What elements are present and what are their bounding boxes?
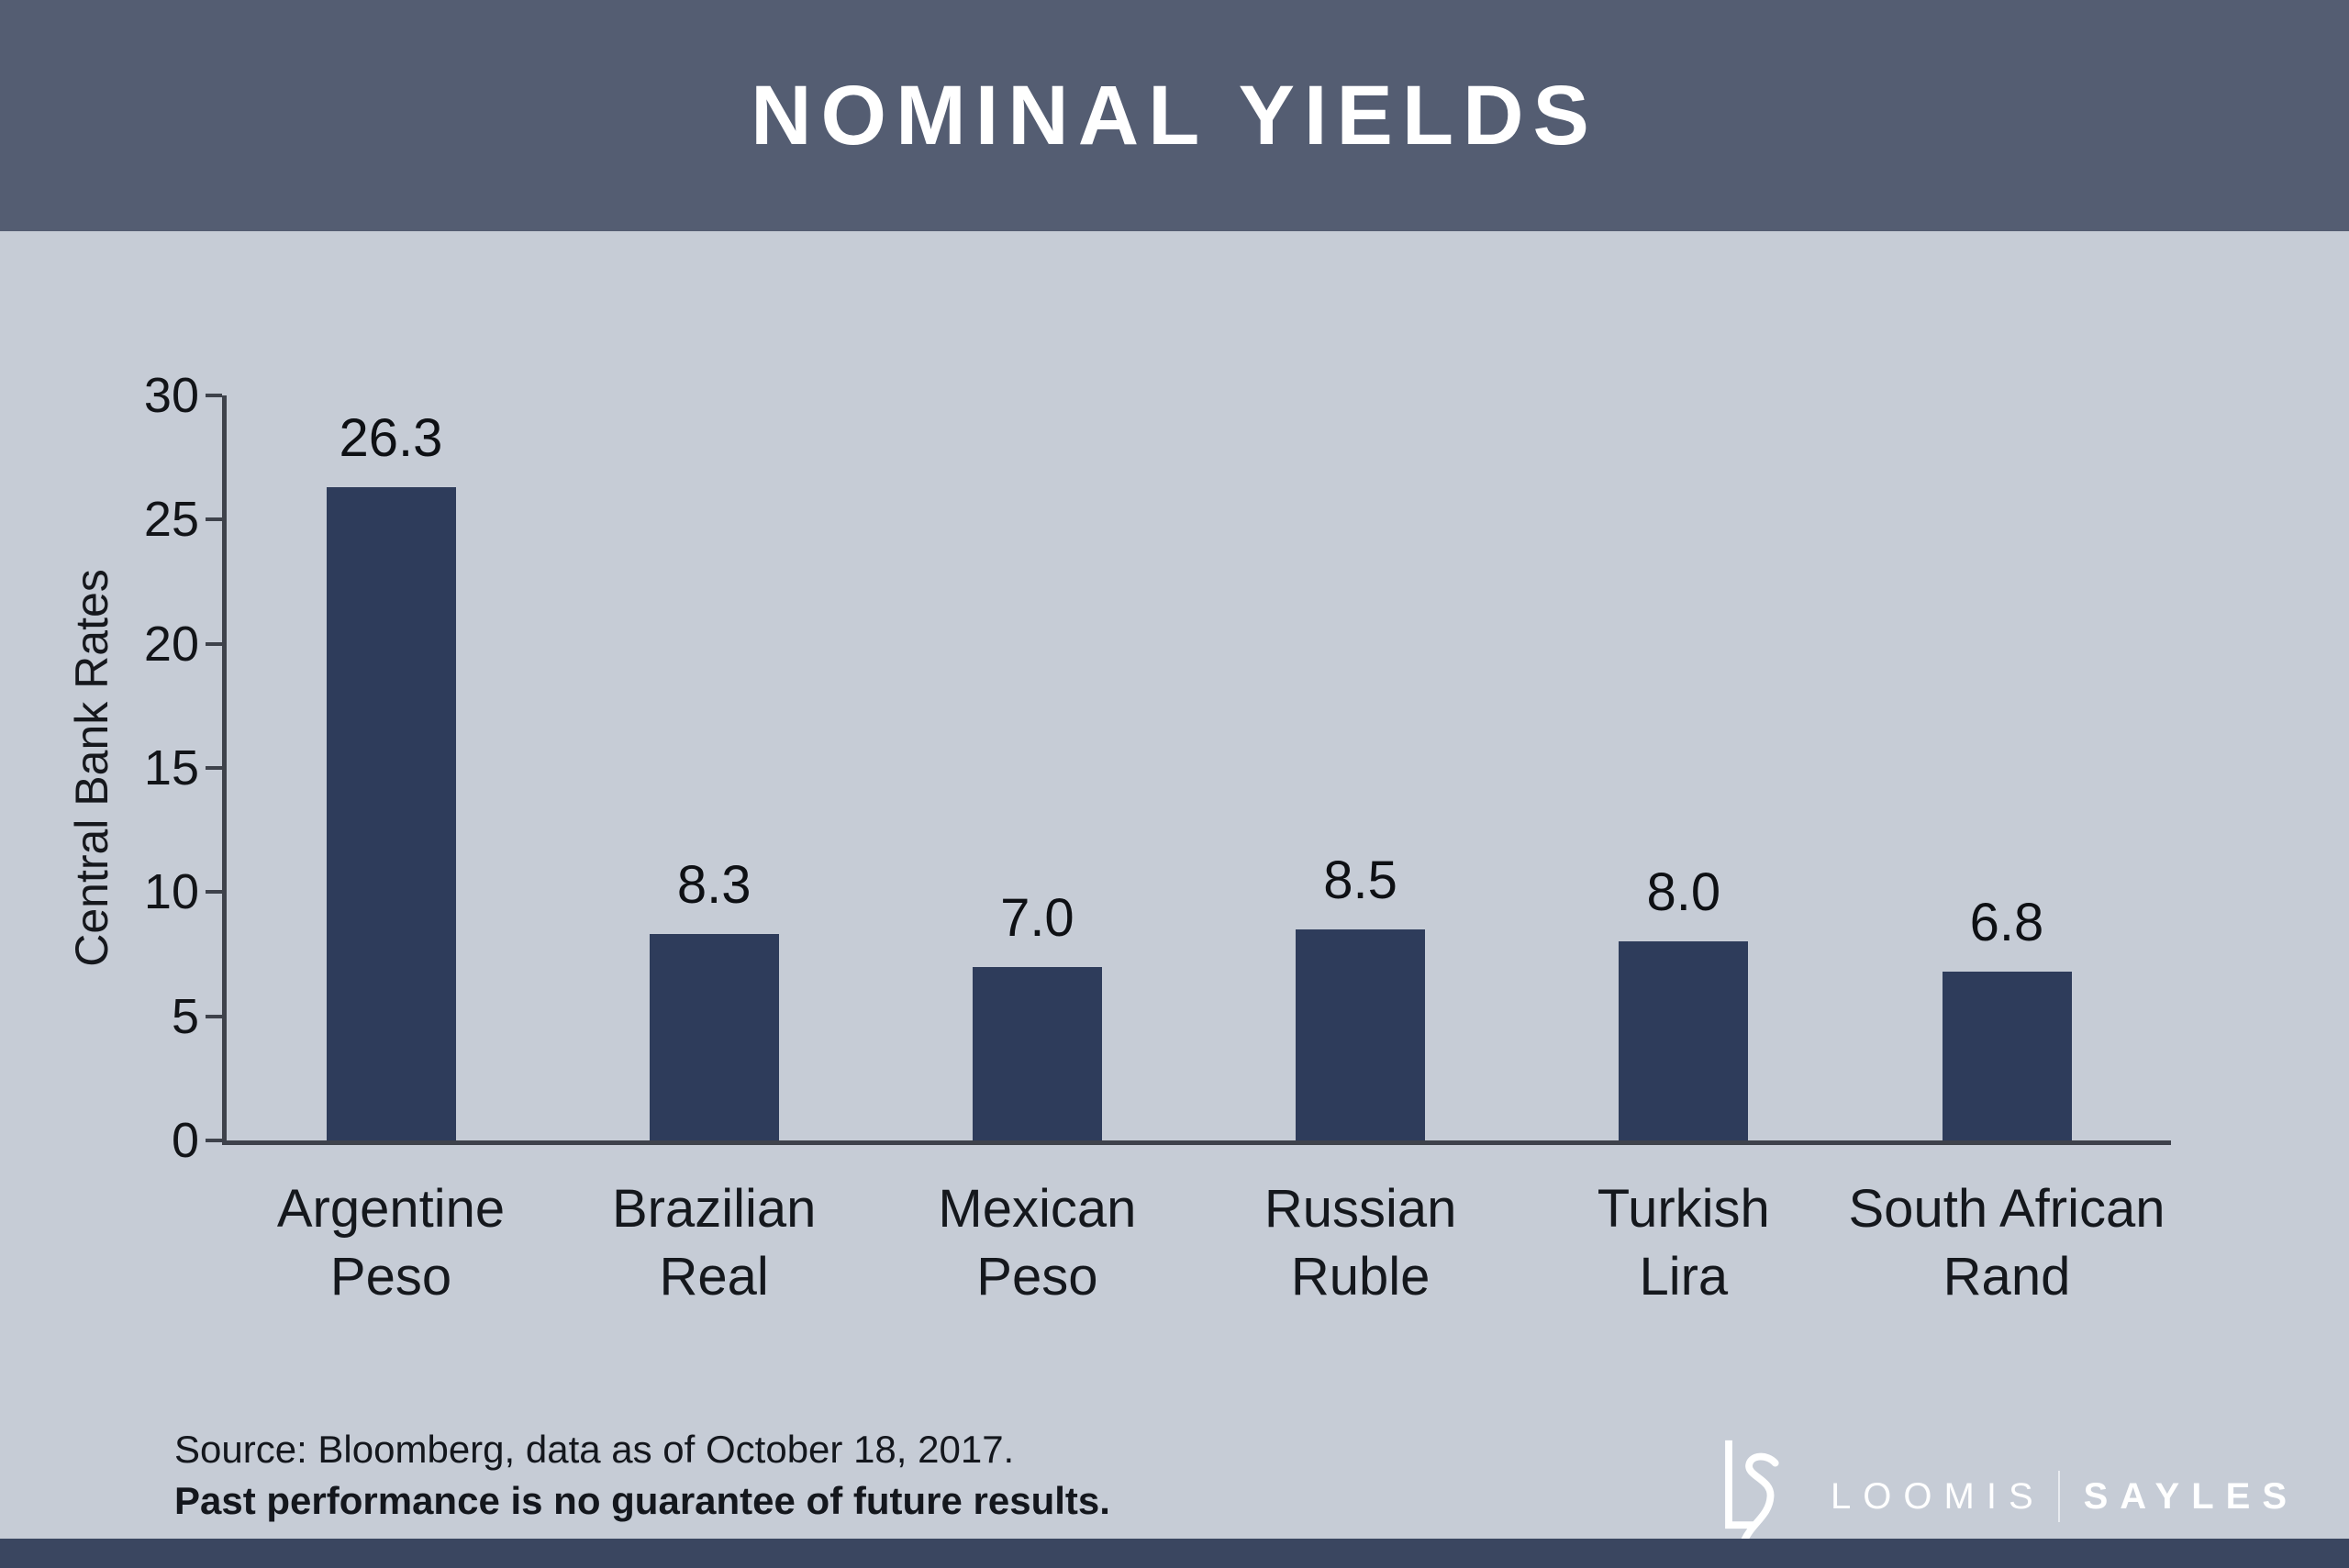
y-tick-label-5: 5 [171,988,199,1044]
y-tick-mark-25 [206,517,222,522]
footer-bar [0,1539,2349,1568]
title-banner: NOMINAL YIELDS [0,0,2349,231]
x-category-label-south-african-rand: South African Rand [1848,1179,2165,1307]
y-tick-label-30: 30 [143,368,199,423]
plot-area: 0 5 10 15 20 25 30 26.3 Argentine Peso 8.3 Brazilia… [144,368,2171,1307]
x-category-label-brazilian-real: Brazilian Real [611,1179,817,1307]
loomis-sayles-logo: LOOMIS SAYLES [1717,1437,2299,1556]
bar-mexican-peso [972,966,1102,1140]
y-tick-label-10: 10 [143,864,199,920]
x-category-label-russian-ruble: Russian Ruble [1264,1179,1457,1307]
x-category-label-argentine-peso: Argentine Peso [276,1179,506,1307]
bar-turkish-lira [1619,941,1749,1140]
bar-russian-ruble [1296,929,1426,1140]
bar-value-turkish-lira: 8.0 [1646,862,1721,923]
bar-value-russian-ruble: 8.5 [1323,850,1397,910]
y-tick-mark-30 [206,394,222,397]
x-category-label-mexican-peso: Mexican Peso [938,1179,1137,1307]
source-note: Source: Bloomberg, data as of October 18… [174,1424,1110,1527]
chart-title: NOMINAL YIELDS [751,68,1598,162]
y-tick-mark-10 [206,890,222,895]
y-tick-label-25: 25 [143,492,199,548]
bar-south-african-rand [1942,971,2072,1140]
logo-wordmark: LOOMIS SAYLES [1831,1471,2299,1522]
bar-brazilian-real [649,934,779,1140]
x-category-label-turkish-lira: Turkish Lira [1597,1179,1770,1307]
y-tick-mark-15 [206,766,222,770]
y-tick-mark-20 [206,641,222,646]
disclaimer-line: Past performance is no guarantee of futu… [174,1479,1110,1522]
logo-sayles: SAYLES [2083,1475,2299,1517]
y-tick-mark-0 [206,1139,222,1142]
bar-value-brazilian-real: 8.3 [676,855,751,916]
bar-value-mexican-peso: 7.0 [1000,887,1074,948]
y-tick-mark-5 [206,1014,222,1018]
y-tick-label-0: 0 [171,1113,199,1168]
logo-divider [2057,1471,2060,1522]
bar-value-argentine-peso: 26.3 [339,408,443,469]
bar-value-south-african-rand: 6.8 [1969,892,2044,952]
y-tick-label-20: 20 [143,616,199,672]
logo-loomis: LOOMIS [1831,1475,2045,1517]
bar-argentine-peso [326,487,456,1140]
source-line: Source: Bloomberg, data as of October 18… [174,1428,1015,1471]
y-tick-label-15: 15 [143,740,199,795]
